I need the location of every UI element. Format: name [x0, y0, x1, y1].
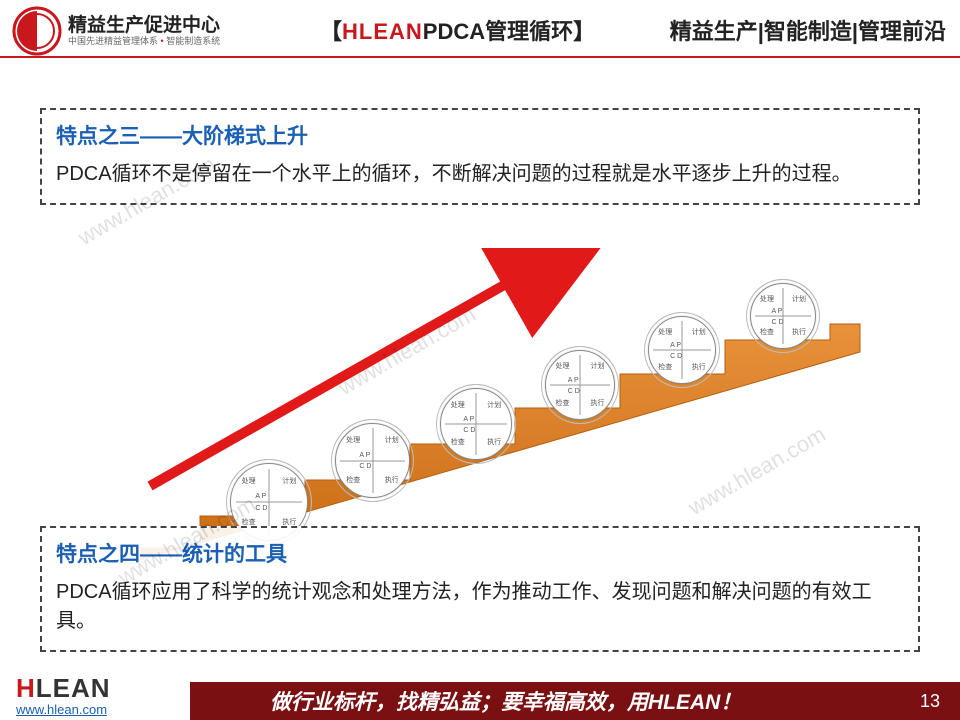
feature-3-body: PDCA循环不是停留在一个水平上的循环，不断解决问题的过程就是水平逐步上升的过程… — [56, 160, 904, 189]
header-center-title: 【HLEANPDCA管理循环】 — [320, 14, 595, 46]
pdca-wheel: 处理计划检查执行A PC D — [648, 316, 716, 384]
pdca-wheel: 处理计划检查执行A PC D — [335, 423, 410, 498]
logo-title: 精益生产促进中心 — [68, 16, 220, 37]
slide-footer: HLEAN www.hlean.com 做行业标杆，找精弘益；要幸福高效，用HL… — [0, 672, 960, 720]
staircase-diagram: 处理计划检查执行A PC D 处理计划检查执行A PC D 处理计划检查执行A PC… — [0, 248, 960, 548]
footer-bar: 做行业标杆，找精弘益；要幸福高效，用HLEAN！ 13 — [190, 682, 960, 720]
feature-4-box: 特点之四——统计的工具 PDCA循环应用了科学的统计观念和处理方法，作为推动工作… — [40, 526, 920, 652]
feature-4-title: 特点之四——统计的工具 — [56, 538, 904, 568]
pdca-wheel: 处理计划检查执行A PC D — [440, 388, 512, 460]
logo-block: 精益生产促进中心 中国先进精益管理体系 • 智能制造系统 — [12, 6, 220, 56]
feature-3-title: 特点之三——大阶梯式上升 — [56, 120, 904, 150]
logo-text: 精益生产促进中心 中国先进精益管理体系 • 智能制造系统 — [68, 16, 220, 47]
page-number: 13 — [920, 691, 940, 712]
feature-4-body: PDCA循环应用了科学的统计观念和处理方法，作为推动工作、发现问题和解决问题的有… — [56, 578, 904, 636]
pdca-wheel: 处理计划检查执行A PC D — [750, 283, 816, 349]
header-right-tags: 精益生产|智能制造|管理前沿 — [670, 14, 946, 46]
footer-slogan: 做行业标杆，找精弘益；要幸福高效，用HLEAN！ — [270, 686, 741, 716]
brand-url: www.hlean.com — [16, 702, 111, 717]
feature-3-box: 特点之三——大阶梯式上升 PDCA循环不是停留在一个水平上的循环，不断解决问题的… — [40, 108, 920, 205]
footer-brand: HLEAN www.hlean.com — [16, 673, 111, 717]
logo-icon — [12, 6, 62, 56]
brand-logo: HLEAN — [16, 673, 111, 704]
logo-subtitle: 中国先进精益管理体系 • 智能制造系统 — [68, 37, 220, 47]
slide-content: 特点之三——大阶梯式上升 PDCA循环不是停留在一个水平上的循环，不断解决问题的… — [0, 58, 960, 672]
slide-header: 精益生产促进中心 中国先进精益管理体系 • 智能制造系统 【HLEANPDCA管… — [0, 0, 960, 58]
pdca-wheel: 处理计划检查执行A PC D — [545, 350, 615, 420]
